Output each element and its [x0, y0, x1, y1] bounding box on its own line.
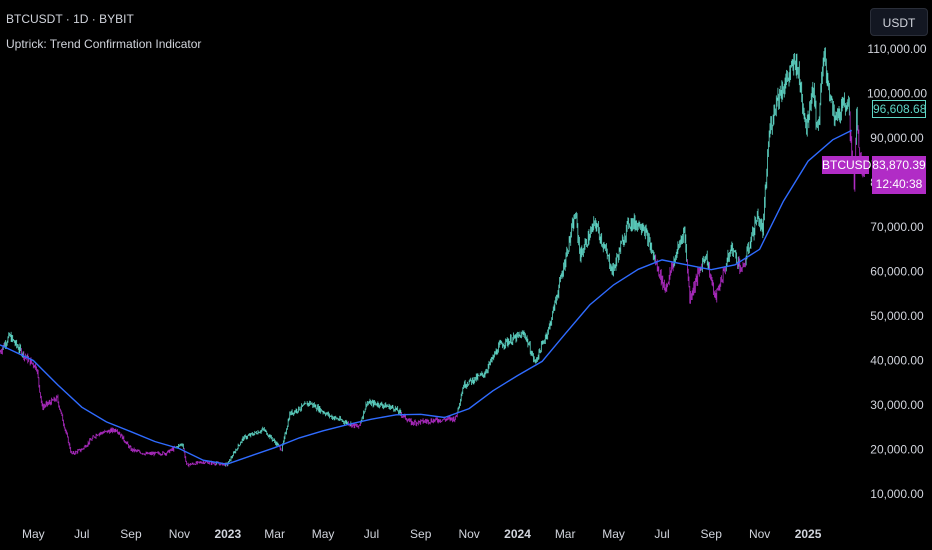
y-tick-label: 20,000.00	[870, 443, 924, 457]
currency-button[interactable]: USDT	[870, 8, 928, 36]
y-tick-label: 30,000.00	[870, 398, 924, 412]
candles-layer	[0, 47, 867, 468]
x-tick-label: Nov	[458, 527, 479, 541]
y-tick-label: 40,000.00	[870, 354, 924, 368]
x-tick-label: Jul	[364, 527, 379, 541]
x-tick-label: Jul	[74, 527, 89, 541]
current-price-tag: 83,870.39 12:40:38	[872, 156, 926, 194]
bar-countdown: 12:40:38	[875, 177, 923, 191]
indicator-legend[interactable]: Uptrick: Trend Confirmation Indicator	[6, 37, 202, 51]
symbol-price-tag: BTCUSDT	[822, 156, 879, 174]
x-tick-label: Nov	[749, 527, 770, 541]
y-tick-label: 10,000.00	[870, 487, 924, 501]
current-price-value: 83,870.39	[872, 158, 926, 172]
x-tick-label: May	[312, 527, 335, 541]
x-tick-label: 2025	[795, 527, 822, 541]
x-tick-label: 2023	[214, 527, 241, 541]
x-tick-label: Sep	[120, 527, 142, 541]
y-tick-label: 70,000.00	[870, 220, 924, 234]
y-tick-label: 50,000.00	[870, 309, 924, 323]
y-tick-label: 90,000.00	[870, 131, 924, 145]
y-tick-label: 100,000.00	[867, 87, 927, 101]
x-tick-label: May	[602, 527, 625, 541]
y-tick-label: 60,000.00	[870, 265, 924, 279]
x-tick-label: Mar	[264, 527, 285, 541]
x-tick-label: Sep	[410, 527, 432, 541]
symbol-legend[interactable]: BTCUSDT · 1D · BYBIT	[6, 12, 134, 26]
trend-layer	[0, 129, 853, 465]
time-axis[interactable]: May Jul Sep Nov 2023 Mar May Jul Sep Nov 2024 Mar Ma…	[22, 527, 822, 541]
x-tick-label: May	[22, 527, 45, 541]
x-tick-label: Mar	[555, 527, 576, 541]
x-tick-label: Jul	[654, 527, 669, 541]
x-tick-label: Nov	[169, 527, 190, 541]
y-tick-label: 110,000.00	[867, 42, 926, 56]
x-tick-label: Sep	[701, 527, 723, 541]
last-value-label: 96,608.68	[872, 100, 927, 118]
trend-line	[0, 129, 853, 465]
x-tick-label: 2024	[504, 527, 531, 541]
